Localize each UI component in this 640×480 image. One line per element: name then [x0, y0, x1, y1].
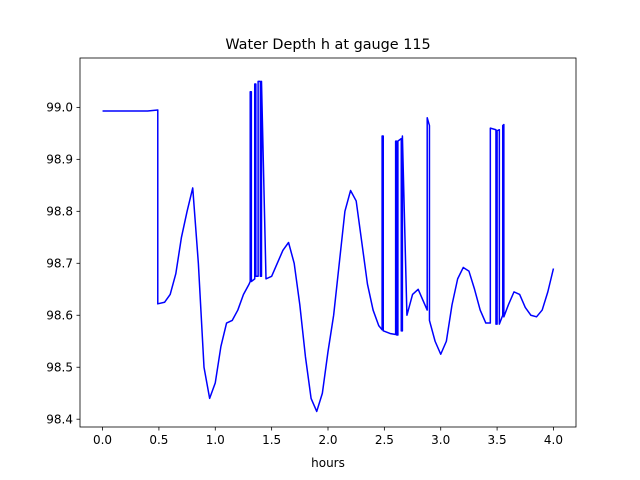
- y-tick-label: 98.4: [46, 413, 73, 427]
- x-tick-label: 2.0: [318, 433, 337, 447]
- x-tick-label: 0.0: [93, 433, 112, 447]
- x-axis-label: hours: [311, 456, 345, 470]
- x-tick-label: 1.5: [262, 433, 281, 447]
- x-tick-label: 3.5: [488, 433, 507, 447]
- x-tick-label: 0.5: [149, 433, 168, 447]
- x-tick-label: 2.5: [375, 433, 394, 447]
- chart-title: Water Depth h at gauge 115: [225, 37, 430, 53]
- y-tick-label: 98.5: [46, 361, 73, 375]
- y-tick-label: 98.9: [46, 153, 73, 167]
- y-tick-label: 98.6: [46, 309, 73, 323]
- x-tick-label: 3.0: [431, 433, 450, 447]
- y-tick-label: 98.8: [46, 205, 73, 219]
- x-tick-label: 4.0: [544, 433, 563, 447]
- axes-frame: [79, 57, 577, 428]
- series-line-0: [102, 80, 555, 413]
- x-tick-label: 1.0: [206, 433, 225, 447]
- y-tick-label: 98.7: [46, 257, 73, 271]
- y-tick-label: 99.0: [46, 101, 73, 115]
- plot-area: 0.0 0.5 1.0 1.5 2.0 2.5 3.0 3.5 4.0 98.4 98.5 98.6 9…: [46, 57, 577, 447]
